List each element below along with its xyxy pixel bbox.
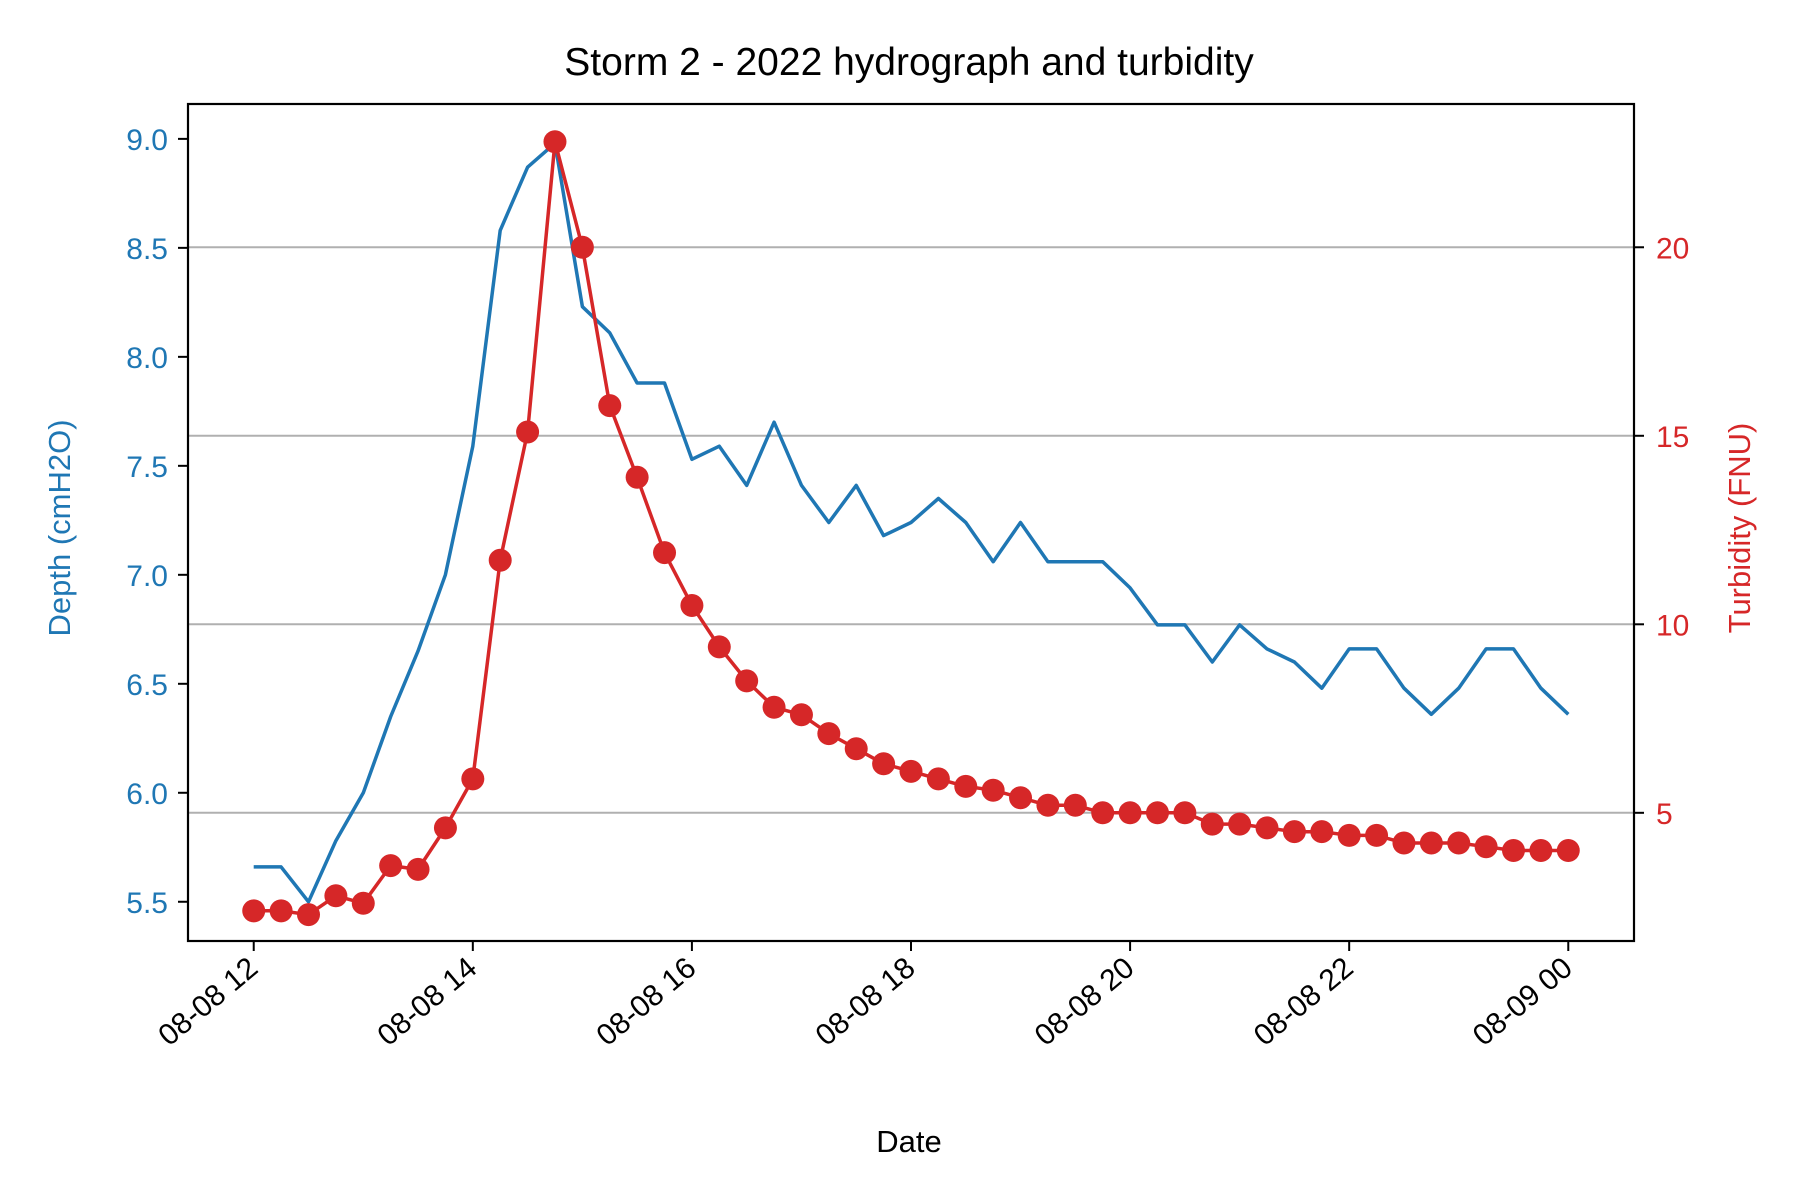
x-tick-label: 08-08 22 [1248, 951, 1360, 1052]
turbidity-point [899, 759, 923, 783]
x-tick-label: 08-08 14 [371, 951, 483, 1052]
turbidity-point [789, 703, 813, 727]
right-y-tick-label: 10 [1656, 609, 1689, 642]
turbidity-point [817, 722, 841, 746]
turbidity-point [516, 420, 540, 444]
turbidity-point [1036, 793, 1060, 817]
turbidity-point [954, 774, 978, 798]
depth-series [253, 141, 1570, 904]
x-axis: 08-08 12 08-08 14 08-08 16 08-08 18 08-08 20… [152, 941, 1579, 1052]
turbidity-point [598, 394, 622, 418]
turbidity-point [1556, 839, 1580, 863]
turbidity-series [242, 130, 1580, 927]
right-y-tick-label: 15 [1656, 421, 1689, 454]
depth-line [253, 141, 1570, 904]
right-y-tick-label: 5 [1656, 798, 1673, 831]
left-y-axis-label: Depth (cmH2O) [42, 419, 77, 636]
turbidity-point [1392, 831, 1416, 855]
turbidity-point [707, 635, 731, 659]
turbidity-point [297, 903, 320, 927]
left-y-tick-label: 6.0 [126, 778, 168, 811]
turbidity-point [1474, 835, 1498, 859]
turbidity-point [844, 737, 868, 761]
turbidity-point [872, 752, 896, 776]
turbidity-point [324, 884, 348, 908]
turbidity-point [653, 541, 677, 565]
turbidity-point [433, 816, 457, 840]
left-y-tick-label: 9.0 [126, 124, 168, 157]
left-y-tick-label: 6.5 [126, 669, 168, 702]
left-y-tick-label: 8.0 [126, 342, 168, 375]
left-y-tick-label: 8.5 [126, 233, 168, 266]
turbidity-point [1145, 801, 1169, 825]
turbidity-point [406, 857, 430, 881]
turbidity-point [242, 899, 266, 923]
turbidity-point [680, 593, 704, 617]
left-y-tick-label: 7.5 [126, 451, 168, 484]
turbidity-point [269, 899, 293, 923]
turbidity-point [570, 235, 594, 259]
turbidity-point [762, 695, 786, 719]
turbidity-point [1255, 816, 1279, 840]
turbidity-point [1173, 801, 1197, 825]
turbidity-point [1502, 839, 1525, 863]
turbidity-point [1529, 839, 1553, 863]
x-tick-label: 08-08 20 [1029, 951, 1141, 1052]
turbidity-point [1228, 812, 1252, 836]
turbidity-line [253, 139, 1569, 917]
right-y-axis: 5 10 15 20 [1634, 232, 1689, 831]
turbidity-point [1118, 801, 1142, 825]
turbidity-point [1200, 812, 1224, 836]
turbidity-point [981, 778, 1005, 802]
left-y-tick-label: 7.0 [126, 560, 168, 593]
turbidity-point [543, 130, 567, 154]
chart-title: Storm 2 - 2022 hydrograph and turbidity [564, 41, 1254, 84]
x-axis-label: Date [876, 1124, 941, 1159]
turbidity-point [1365, 823, 1389, 847]
turbidity-point [1310, 820, 1334, 844]
x-tick-label: 08-08 12 [152, 951, 264, 1052]
turbidity-point [1063, 793, 1087, 817]
turbidity-point [926, 767, 950, 791]
right-y-axis-label: Turbidity (FNU) [1722, 423, 1757, 634]
turbidity-point [735, 669, 759, 693]
right-y-tick-label: 20 [1656, 232, 1689, 265]
x-tick-label: 08-09 00 [1467, 951, 1579, 1052]
turbidity-point [1091, 801, 1115, 825]
left-y-tick-label: 5.5 [126, 887, 168, 920]
turbidity-point [461, 767, 485, 791]
left-y-axis: 5.5 6.0 6.5 7.0 7.5 8.0 8.5 9.0 [126, 124, 188, 920]
turbidity-point [351, 891, 375, 915]
turbidity-point [488, 548, 512, 572]
x-tick-label: 08-08 16 [590, 951, 702, 1052]
x-tick-label: 08-08 18 [810, 951, 922, 1052]
gridlines [188, 246, 1634, 814]
turbidity-point [1282, 820, 1306, 844]
turbidity-point [1419, 831, 1443, 855]
turbidity-point [379, 854, 403, 878]
turbidity-point [1447, 831, 1471, 855]
turbidity-point [1009, 786, 1033, 810]
turbidity-point [625, 465, 649, 489]
turbidity-point [1337, 823, 1361, 847]
